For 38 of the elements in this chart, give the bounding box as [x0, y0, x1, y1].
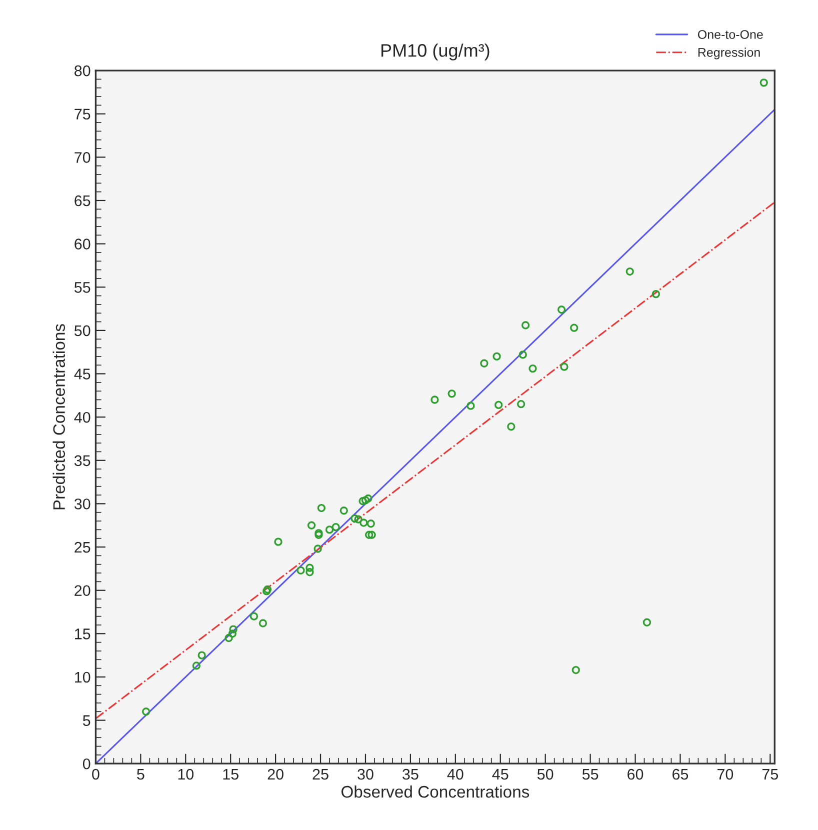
x-tick-label: 0	[92, 768, 100, 780]
y-tick-label: 15	[75, 628, 90, 640]
x-tick-label: 45	[492, 769, 508, 780]
x-tick-label: 65	[672, 768, 688, 780]
y-tick-label: 80	[74, 65, 90, 76]
x-tick-label: 15	[223, 769, 238, 780]
y-tick-label: 55	[74, 282, 90, 293]
y-tick-label: 75	[74, 108, 90, 120]
y-tick-label: 40	[74, 412, 90, 423]
x-tick-label: 25	[312, 768, 328, 780]
x-tick-label: 35	[402, 768, 418, 780]
x-tick-label: 70	[717, 768, 734, 780]
y-axis-title: Predicted Concentrations	[52, 324, 66, 510]
legend-label: One-to-One	[698, 30, 763, 39]
legend-label: Regression	[698, 48, 760, 60]
x-tick-label: 40	[447, 768, 464, 780]
x-tick-label: 30	[358, 768, 374, 780]
x-tick-label: 75	[762, 769, 778, 780]
y-tick-label: 25	[74, 542, 90, 553]
y-tick-label: 50	[74, 325, 90, 336]
y-tick-label: 0	[82, 758, 90, 770]
x-tick-label: 50	[537, 768, 554, 780]
x-tick-label: 60	[628, 768, 644, 780]
y-tick-label: 5	[82, 715, 90, 726]
y-tick-label: 10	[75, 672, 90, 683]
y-tick-label: 45	[74, 368, 90, 380]
x-tick-label: 55	[582, 769, 598, 780]
y-tick-label: 30	[74, 498, 90, 510]
y-tick-label: 60	[74, 238, 90, 250]
x-tick-label: 20	[268, 768, 284, 780]
chart-title: PM10 (ug/m³)	[381, 44, 490, 60]
y-tick-label: 65	[74, 195, 90, 206]
x-tick-label: 5	[137, 769, 144, 780]
y-tick-label: 35	[74, 455, 90, 466]
y-tick-label: 20	[74, 585, 90, 596]
x-axis-title: Observed Concentrations	[341, 785, 530, 798]
y-tick-label: 70	[74, 152, 90, 163]
x-tick-label: 10	[178, 768, 194, 780]
